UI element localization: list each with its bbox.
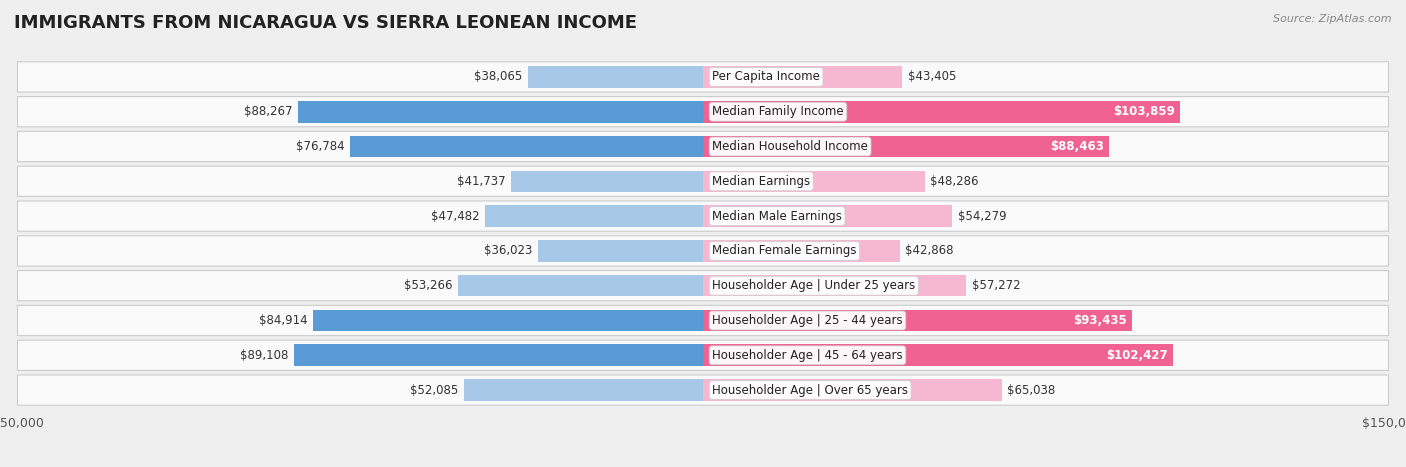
Bar xyxy=(537,240,703,262)
Text: $103,859: $103,859 xyxy=(1112,105,1174,118)
Text: Per Capita Income: Per Capita Income xyxy=(713,71,820,84)
Text: $57,272: $57,272 xyxy=(972,279,1021,292)
FancyBboxPatch shape xyxy=(17,236,1389,266)
FancyBboxPatch shape xyxy=(17,375,1389,405)
Text: $88,463: $88,463 xyxy=(1050,140,1104,153)
FancyBboxPatch shape xyxy=(17,340,1389,370)
Text: $88,267: $88,267 xyxy=(243,105,292,118)
Text: $43,405: $43,405 xyxy=(908,71,956,84)
Bar xyxy=(314,310,703,331)
FancyBboxPatch shape xyxy=(17,97,1389,127)
FancyBboxPatch shape xyxy=(17,201,1389,231)
Text: $102,427: $102,427 xyxy=(1107,349,1168,362)
Text: $52,085: $52,085 xyxy=(411,383,458,396)
Bar xyxy=(703,310,1132,331)
Text: Source: ZipAtlas.com: Source: ZipAtlas.com xyxy=(1274,14,1392,24)
Bar xyxy=(703,66,903,88)
Text: $48,286: $48,286 xyxy=(931,175,979,188)
Bar xyxy=(464,379,703,401)
Bar xyxy=(703,170,925,192)
Bar xyxy=(458,275,703,297)
Text: $42,868: $42,868 xyxy=(905,244,953,257)
FancyBboxPatch shape xyxy=(17,166,1389,197)
Text: $65,038: $65,038 xyxy=(1007,383,1056,396)
Text: Householder Age | 25 - 44 years: Householder Age | 25 - 44 years xyxy=(713,314,903,327)
Text: $53,266: $53,266 xyxy=(405,279,453,292)
Bar xyxy=(298,101,703,122)
Bar xyxy=(485,205,703,227)
Text: Householder Age | 45 - 64 years: Householder Age | 45 - 64 years xyxy=(713,349,903,362)
Text: $54,279: $54,279 xyxy=(957,210,1007,223)
Bar xyxy=(703,345,1174,366)
FancyBboxPatch shape xyxy=(17,305,1389,336)
Text: $89,108: $89,108 xyxy=(240,349,288,362)
Text: $84,914: $84,914 xyxy=(259,314,308,327)
Bar xyxy=(350,136,703,157)
Text: IMMIGRANTS FROM NICARAGUA VS SIERRA LEONEAN INCOME: IMMIGRANTS FROM NICARAGUA VS SIERRA LEON… xyxy=(14,14,637,32)
Bar xyxy=(703,101,1180,122)
Text: Median Family Income: Median Family Income xyxy=(713,105,844,118)
Text: $47,482: $47,482 xyxy=(430,210,479,223)
Text: Median Male Earnings: Median Male Earnings xyxy=(713,210,842,223)
Text: $36,023: $36,023 xyxy=(484,244,531,257)
Text: Median Earnings: Median Earnings xyxy=(713,175,810,188)
Bar xyxy=(703,240,900,262)
Text: Householder Age | Under 25 years: Householder Age | Under 25 years xyxy=(713,279,915,292)
Bar xyxy=(703,136,1109,157)
Text: Median Household Income: Median Household Income xyxy=(713,140,868,153)
Text: Householder Age | Over 65 years: Householder Age | Over 65 years xyxy=(713,383,908,396)
Bar xyxy=(512,170,703,192)
Text: $38,065: $38,065 xyxy=(474,71,523,84)
Bar xyxy=(703,379,1001,401)
FancyBboxPatch shape xyxy=(17,270,1389,301)
Bar xyxy=(529,66,703,88)
Text: Median Female Earnings: Median Female Earnings xyxy=(713,244,856,257)
Text: $93,435: $93,435 xyxy=(1073,314,1126,327)
Bar xyxy=(294,345,703,366)
FancyBboxPatch shape xyxy=(17,62,1389,92)
Text: $76,784: $76,784 xyxy=(297,140,344,153)
Bar xyxy=(703,205,952,227)
Text: $41,737: $41,737 xyxy=(457,175,506,188)
Bar xyxy=(703,275,966,297)
FancyBboxPatch shape xyxy=(17,131,1389,162)
